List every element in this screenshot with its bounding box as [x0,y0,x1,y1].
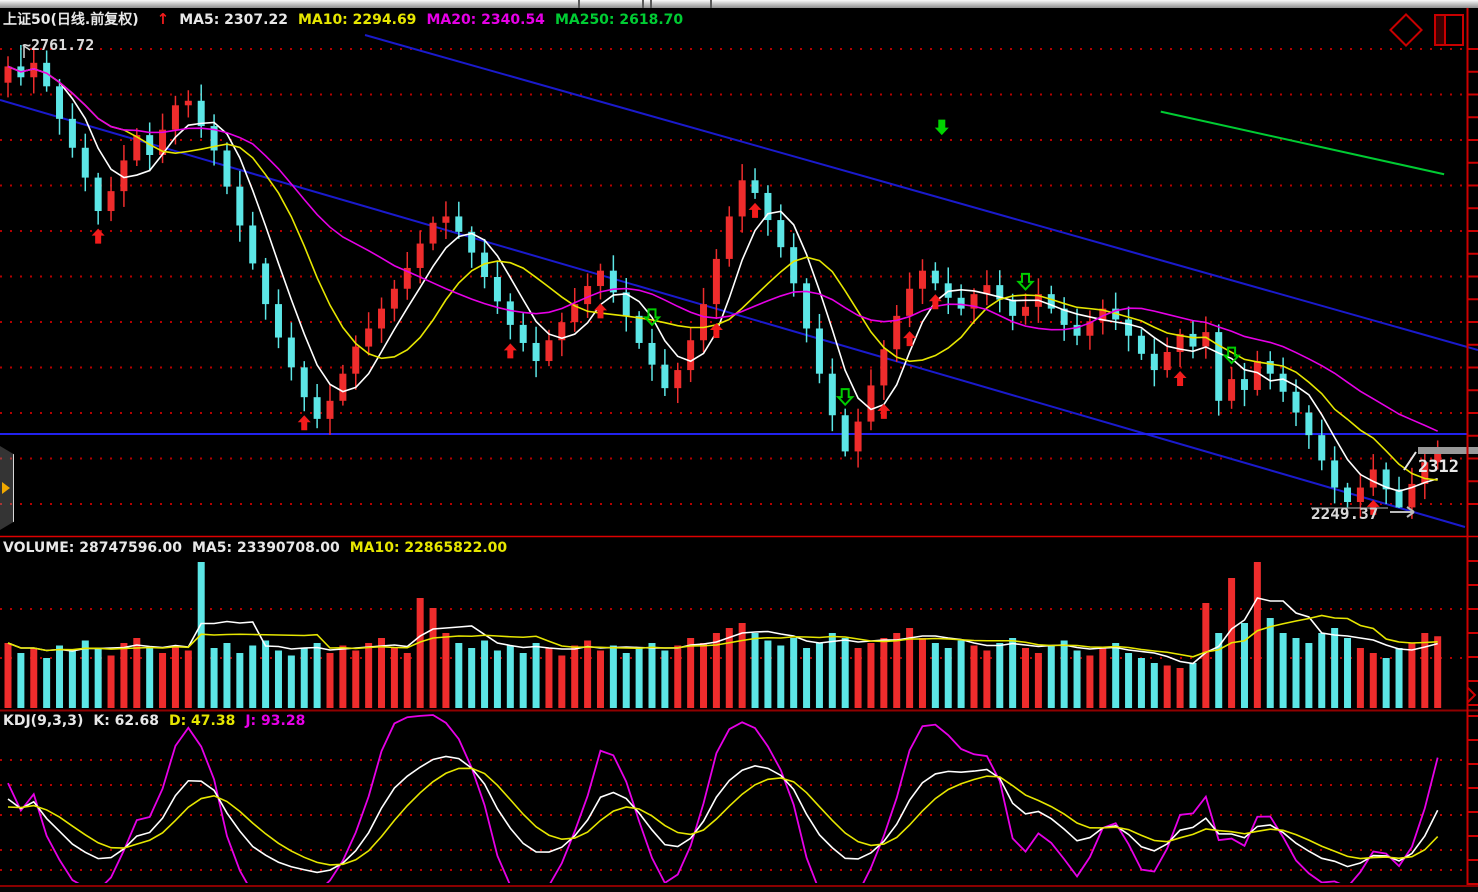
ma250-value: MA250: 2618.70 [554,12,684,28]
pane-borders [0,8,1478,892]
volume-ma-lines [7,597,1438,665]
main-chart-header: 上证50(日线.前复权) ↑ MA5: 2307.22 MA10: 2294.69 MA… [3,9,693,29]
kdj-k-value: K: 62.68 [93,713,159,729]
kdj-name[interactable]: KDJ(9,3,3) [3,713,84,729]
signal-arrows [91,119,1380,515]
kdj-d-value: D: 47.38 [168,713,236,729]
toolbar-separator [710,0,712,8]
volume-ma5-value: MA5: 23390708.00 [191,540,340,556]
bottom-axis-strip [0,885,1478,892]
diamond-tool-icon[interactable] [1389,13,1423,47]
buy-signal-icon: ↑ [156,10,170,28]
scroll-right-icon[interactable] [1467,687,1477,703]
stock-title[interactable]: 上证50(日线.前复权) [3,12,139,28]
ma-lines [7,65,1439,492]
window-split-icon[interactable] [1434,14,1464,46]
last-price-label: 2312 [1418,457,1459,477]
kdj-j-value: J: 93.28 [245,713,306,729]
kdj-pane-header: KDJ(9,3,3) K: 62.68 D: 47.38 J: 93.28 [3,713,315,729]
sidebar-slide-handle[interactable] [0,446,14,530]
period-high-label: ~2761.72 [22,36,95,54]
candlestick-series [4,45,1442,519]
trendlines [0,34,1478,528]
toolbar-separator [642,0,644,8]
ma20-value: MA20: 2340.54 [426,12,545,28]
volume-ma10-value: MA10: 22865822.00 [349,540,508,556]
gridlines [0,48,1468,871]
volume-value: VOLUME: 28747596.00 [3,540,182,556]
ma10-value: MA10: 2294.69 [297,12,417,28]
axis-ticks [54,48,1478,892]
ma5-value: MA5: 2307.22 [179,12,288,28]
toolbar-separator [578,0,580,8]
corner-icons [1389,13,1464,47]
volume-bars [4,562,1442,708]
expand-right-icon [2,482,10,494]
toolbar-separator [650,0,652,8]
price-labels: 2249.37 2312 [23,44,1478,523]
low-price-label: 2249.37 [1311,504,1378,523]
volume-pane-header: VOLUME: 28747596.00 MA5: 23390708.00 MA10:… [3,540,517,556]
kdj-lines [7,714,1439,883]
top-toolbar-edge [0,0,1478,8]
